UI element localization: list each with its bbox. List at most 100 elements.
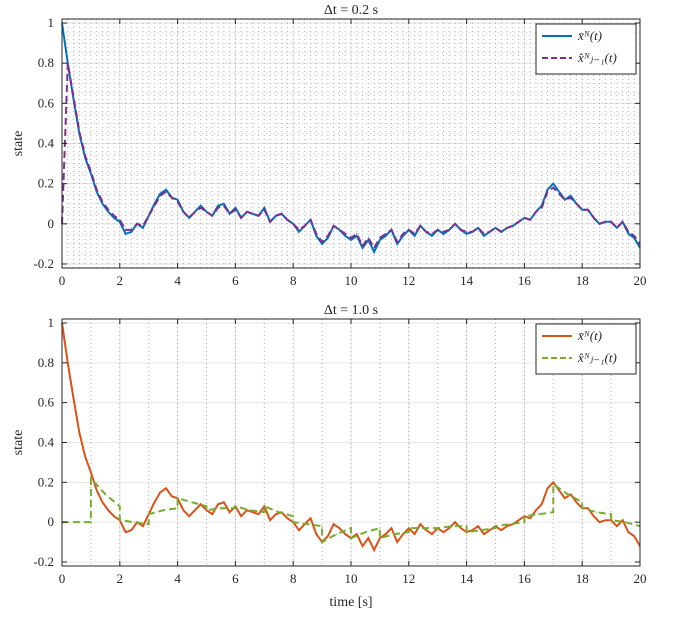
data-point <box>148 215 150 217</box>
data-point <box>269 519 271 521</box>
x-tick-label: 8 <box>290 273 297 288</box>
data-point <box>223 205 225 207</box>
data-point <box>229 213 231 215</box>
data-point <box>177 497 179 499</box>
series-line-1 <box>62 475 641 544</box>
data-point <box>142 225 144 227</box>
data-point <box>581 507 583 509</box>
data-point <box>552 187 554 189</box>
data-point <box>552 183 554 185</box>
data-point <box>489 231 491 233</box>
data-point <box>333 225 335 227</box>
data-point <box>263 209 265 211</box>
data-point <box>217 503 219 505</box>
data-point <box>292 521 294 523</box>
data-point <box>165 189 167 191</box>
data-point <box>90 171 92 173</box>
x-tick-label: 16 <box>518 571 532 586</box>
data-point <box>309 517 312 519</box>
data-point <box>408 531 410 533</box>
data-point <box>413 533 416 535</box>
x-tick-label: 2 <box>117 273 124 288</box>
data-point <box>460 527 462 529</box>
data-point <box>67 62 69 64</box>
data-point <box>437 527 439 529</box>
data-point <box>419 225 421 227</box>
data-point <box>356 233 358 235</box>
data-point <box>240 515 242 517</box>
legend-label: x̄ᴺ(t) <box>577 28 602 43</box>
x-tick-label: 10 <box>345 571 358 586</box>
data-point <box>191 501 193 503</box>
top-panel: 0 2 4 6 8 10 12 14 16 18 20 -0.2 0 0.2 0.4 0.6 0.8 1 Δt = … <box>11 3 647 288</box>
data-point <box>159 491 161 493</box>
data-point <box>480 529 482 531</box>
data-point <box>379 239 381 241</box>
data-point <box>298 229 300 231</box>
data-point <box>119 519 121 521</box>
data-point <box>413 233 416 235</box>
data-point <box>494 227 497 229</box>
data-point <box>90 173 92 175</box>
data-point <box>422 527 424 529</box>
data-point <box>327 235 329 237</box>
data-point <box>90 477 92 479</box>
data-point <box>344 235 346 237</box>
data-point <box>385 233 387 235</box>
data-point <box>119 505 121 507</box>
x-tick-label: 20 <box>634 571 647 586</box>
data-point <box>596 511 598 513</box>
data-point <box>581 501 583 503</box>
x-tick-label: 6 <box>232 273 239 288</box>
y-tick-label: 0 <box>48 514 55 529</box>
data-point <box>471 231 473 233</box>
data-point <box>84 154 86 157</box>
x-tick-label: 20 <box>634 273 647 288</box>
data-point <box>466 231 468 233</box>
data-point <box>257 215 260 217</box>
data-point <box>205 505 208 507</box>
y-tick-label: 0 <box>48 216 55 231</box>
data-point <box>437 229 439 231</box>
data-point <box>558 191 560 193</box>
data-point <box>205 509 208 511</box>
x-tick-label: 4 <box>174 273 181 288</box>
data-point <box>610 221 612 223</box>
data-point <box>564 199 566 201</box>
data-point <box>390 229 393 231</box>
data-point <box>194 211 196 213</box>
data-point <box>518 221 520 223</box>
x-axis-label: time [s] <box>329 595 372 610</box>
data-point <box>494 527 497 529</box>
data-point <box>460 229 462 231</box>
data-point <box>333 523 335 525</box>
data-point <box>159 193 161 195</box>
data-point <box>379 527 381 529</box>
data-point <box>408 527 410 529</box>
data-point <box>90 471 92 473</box>
data-point <box>113 515 115 517</box>
data-point <box>321 525 323 527</box>
data-point <box>321 541 323 543</box>
data-point <box>101 201 104 203</box>
data-point <box>564 497 566 499</box>
data-point <box>361 245 364 247</box>
y-tick-label: 0.8 <box>38 55 54 70</box>
data-point <box>278 511 280 513</box>
data-point <box>541 207 543 209</box>
data-point <box>292 515 294 517</box>
data-point <box>142 227 144 229</box>
data-point <box>188 515 190 517</box>
x-tick-label: 10 <box>345 273 358 288</box>
data-point <box>523 515 526 517</box>
data-point <box>373 251 375 253</box>
data-point <box>529 219 531 221</box>
data-point <box>148 513 150 515</box>
data-point <box>408 229 410 231</box>
legend-label: x̂ᴺⱼ₋₁(t) <box>577 50 617 65</box>
data-point <box>454 223 456 225</box>
data-point <box>113 217 115 219</box>
y-tick-label: 0.6 <box>38 95 55 110</box>
y-tick-label: 0.4 <box>38 435 55 450</box>
data-point <box>622 221 624 223</box>
